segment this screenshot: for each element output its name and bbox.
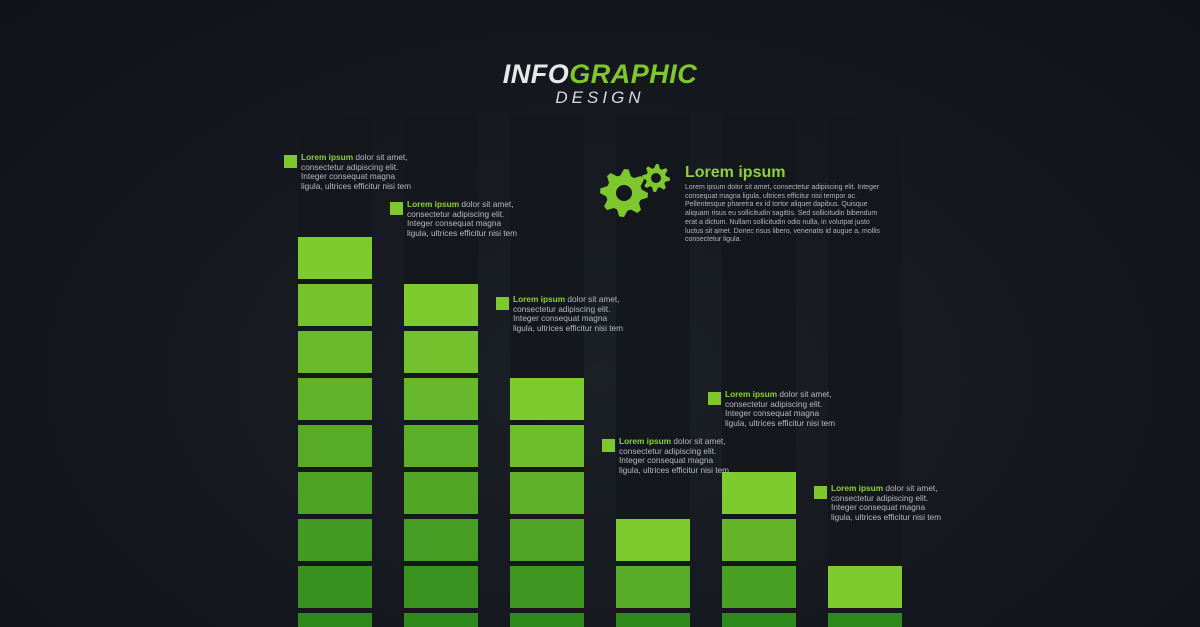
- callout-marker: [814, 486, 827, 499]
- bar: [828, 566, 902, 627]
- callout-marker: [496, 297, 509, 310]
- gears-icon: [598, 160, 674, 220]
- bar-segment: [404, 613, 478, 627]
- callout-heading: Lorem ipsum: [831, 483, 884, 493]
- bar: [616, 519, 690, 627]
- bar-segment: [616, 519, 690, 561]
- bar-segment: [510, 613, 584, 627]
- callout-heading: Lorem ipsum: [407, 199, 460, 209]
- bar-segment: [298, 472, 372, 514]
- bar-segment: [722, 613, 796, 627]
- bar-callout: Lorem ipsum dolor sit amet, consectetur …: [814, 483, 943, 522]
- gear-shape: [600, 169, 648, 217]
- title-part-graphic: GRAPHIC: [569, 59, 698, 89]
- callout-marker: [284, 155, 297, 168]
- bar-segment: [722, 566, 796, 608]
- callout-heading: Lorem ipsum: [725, 389, 778, 399]
- infographic-title: INFOGRAPHIC: [0, 58, 1200, 90]
- info-heading: Lorem ipsum: [685, 164, 786, 181]
- bar-segment: [616, 566, 690, 608]
- bar-callout: Lorem ipsum dolor sit amet, consectetur …: [390, 199, 519, 238]
- bar-segment: [404, 331, 478, 373]
- bar-segment: [298, 519, 372, 561]
- bar: [404, 284, 478, 627]
- callout-text: amet, consectetur adipiscing elit. Integ…: [725, 389, 836, 428]
- bar-segment: [722, 519, 796, 561]
- bar-callout: Lorem ipsum dolor sit amet, consectetur …: [602, 436, 731, 475]
- bar-segment: [298, 284, 372, 326]
- callout-text: amet, consectetur adipiscing elit. Integ…: [407, 199, 518, 238]
- callout-text: amet, consectetur adipiscing elit. Integ…: [831, 483, 942, 522]
- bar-segment: [298, 613, 372, 627]
- bar-segment: [298, 425, 372, 467]
- callout-heading: Lorem ipsum: [513, 294, 566, 304]
- bar-segment: [298, 378, 372, 420]
- bar-callout: Lorem ipsum dolor sit amet, consectetur …: [708, 389, 837, 428]
- callout-marker: [708, 392, 721, 405]
- bar-segment: [404, 425, 478, 467]
- bar-segment: [828, 613, 902, 627]
- bar-segment: [298, 331, 372, 373]
- callout-text-start: dolor sit: [885, 483, 915, 493]
- bar: [298, 237, 372, 627]
- bar-callout: Lorem ipsum dolor sit amet, consectetur …: [284, 152, 413, 191]
- bar-segment: [616, 613, 690, 627]
- bar-segment: [298, 566, 372, 608]
- bar-callout: Lorem ipsum dolor sit amet, consectetur …: [496, 294, 625, 333]
- bar-segment: [510, 566, 584, 608]
- bar-segment: [404, 284, 478, 326]
- title-part-info: INFO: [502, 59, 570, 89]
- bar-segment: [404, 566, 478, 608]
- bar-segment: [404, 378, 478, 420]
- callout-text: amet, consectetur adipiscing elit. Integ…: [513, 294, 624, 333]
- callout-text: amet, consectetur adipiscing elit. Integ…: [619, 436, 730, 475]
- column-background: [828, 115, 902, 627]
- bar: [510, 378, 584, 627]
- bar-segment: [298, 237, 372, 279]
- gear-shape: [642, 164, 670, 192]
- infographic-subtitle: DESIGN: [555, 88, 645, 107]
- bars: [298, 237, 902, 627]
- callout-text-start: dolor sit: [779, 389, 809, 399]
- callout-marker: [602, 439, 615, 452]
- callout-text-start: dolor sit: [567, 294, 597, 304]
- bar-segment: [828, 566, 902, 608]
- bar-segment: [722, 472, 796, 514]
- bar-segment: [404, 519, 478, 561]
- callout-text: amet, consectetur adipiscing elit. Integ…: [301, 152, 412, 191]
- callout-heading: Lorem ipsum: [619, 436, 672, 446]
- callout-text-start: dolor sit: [461, 199, 491, 209]
- bar-segment: [404, 472, 478, 514]
- callout-marker: [390, 202, 403, 215]
- bar-segment: [510, 519, 584, 561]
- callout-text-start: dolor sit: [355, 152, 385, 162]
- callout-heading: Lorem ipsum: [301, 152, 354, 162]
- bar-segment: [510, 425, 584, 467]
- info-body: Lorem ipsum dolor sit amet, consectetur …: [685, 184, 880, 244]
- bar: [722, 472, 796, 627]
- bar-segment: [510, 378, 584, 420]
- callout-text-start: dolor sit: [673, 436, 703, 446]
- bar-segment: [510, 472, 584, 514]
